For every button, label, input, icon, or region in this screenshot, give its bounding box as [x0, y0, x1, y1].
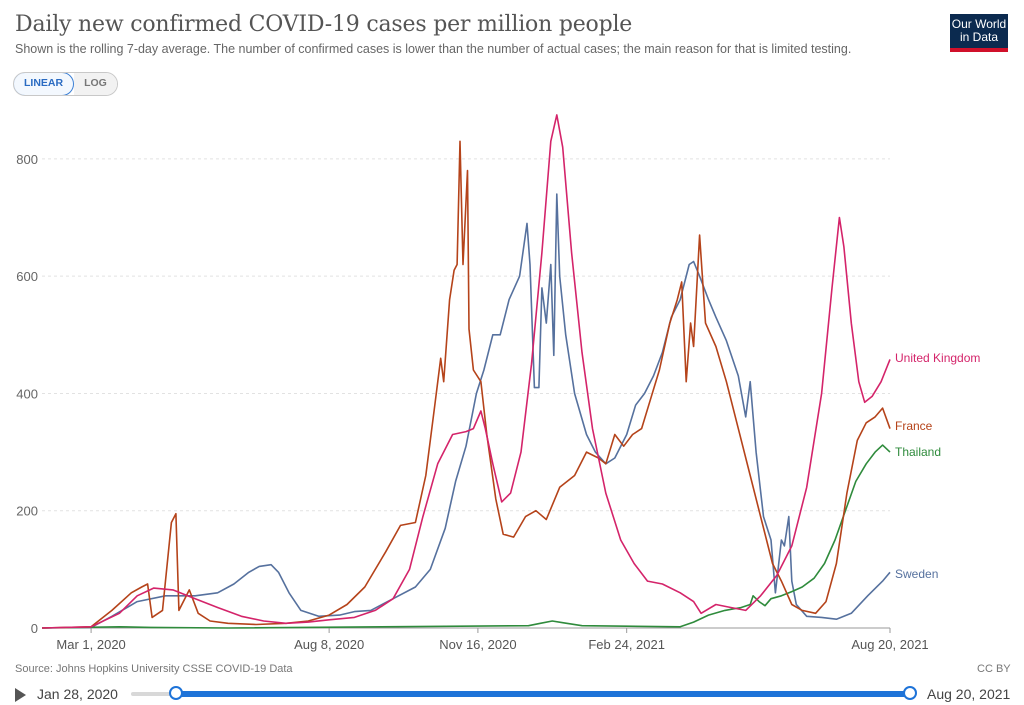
x-tick-label: Nov 16, 2020: [439, 637, 516, 652]
source-note: Source: Johns Hopkins University CSSE CO…: [15, 663, 293, 675]
series-label-sweden[interactable]: Sweden: [895, 567, 938, 581]
series-line-sweden[interactable]: [41, 193, 891, 629]
x-tick-label: Feb 24, 2021: [588, 637, 665, 652]
timeline-start-handle[interactable]: [169, 686, 183, 700]
y-tick-label: 0: [31, 621, 38, 636]
timeline-end-label: Aug 20, 2021: [927, 686, 1011, 702]
play-icon[interactable]: [15, 688, 26, 702]
logo-line-1: Our World: [951, 17, 1007, 31]
y-tick-label: 200: [16, 504, 38, 519]
series-label-france[interactable]: France: [895, 419, 933, 433]
y-tick-label: 800: [16, 152, 38, 167]
y-tick-label: 400: [16, 386, 38, 401]
timeline-range[interactable]: [176, 691, 911, 697]
series-lines: [41, 114, 891, 629]
y-tick-label: 600: [16, 269, 38, 284]
series-line-france[interactable]: [41, 140, 891, 629]
timeline-end-handle[interactable]: [903, 686, 917, 700]
chart-subtitle: Shown is the rolling 7-day average. The …: [15, 42, 852, 56]
x-tick-label: Aug 20, 2021: [851, 637, 928, 652]
linear-scale-button[interactable]: LINEAR: [13, 73, 75, 95]
line-chart: 0 200 400 600 800 Mar 1, 2020 Aug 8, 2020 Nov …: [16, 114, 980, 652]
y-axis-ticks: 0 200 400 600 800: [16, 152, 38, 636]
scale-toggle: LINEAR LOG: [13, 72, 118, 96]
owid-logo[interactable]: Our World in Data: [950, 14, 1008, 52]
x-axis: Mar 1, 2020 Aug 8, 2020 Nov 16, 2020 Feb 24…: [42, 627, 929, 652]
series-label-thailand[interactable]: Thailand: [895, 445, 941, 459]
log-scale-button[interactable]: LOG: [74, 73, 117, 95]
timeline-start-label: Jan 28, 2020: [37, 686, 118, 702]
series-label-united-kingdom[interactable]: United Kingdom: [895, 351, 980, 365]
series-line-united-kingdom[interactable]: [41, 114, 891, 629]
chart-title: Daily new confirmed COVID-19 cases per m…: [15, 12, 633, 37]
x-tick-label: Mar 1, 2020: [56, 637, 125, 652]
license-link[interactable]: CC BY: [977, 663, 1011, 675]
x-tick-label: Aug 8, 2020: [294, 637, 364, 652]
logo-line-2: in Data: [959, 30, 999, 44]
series-labels: United Kingdom France Thailand Sweden: [895, 351, 980, 581]
